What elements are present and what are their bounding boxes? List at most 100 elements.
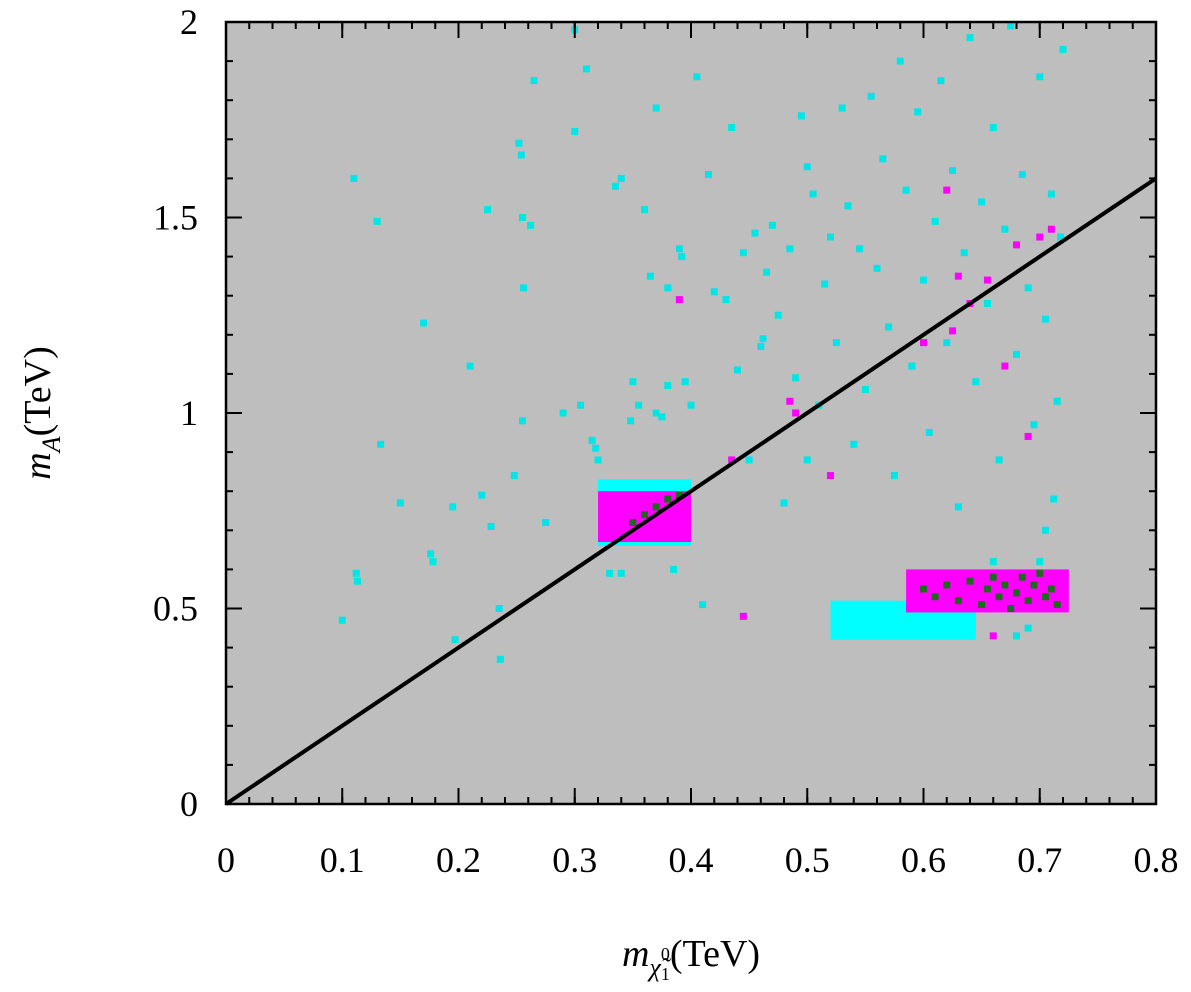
point-cyan-points-109 [1007,22,1015,30]
point-cyan-points-42 [641,206,648,214]
point-cyan-points-123 [1013,632,1020,640]
point-cyan-points-110 [1013,350,1020,358]
point-magenta-points-11 [983,276,991,284]
point-dark-green-points-19 [1030,581,1038,589]
point-cyan-points-48 [664,284,672,292]
point-magenta-points-0 [675,296,683,304]
point-cyan-points-98 [943,339,951,347]
point-cyan-points-77 [821,280,829,288]
x-tick-label-1: 0.1 [320,840,365,880]
point-magenta-points-12 [989,632,997,640]
point-cyan-points-51 [678,253,686,261]
point-cyan-points-0 [338,616,346,624]
point-cyan-points-26 [542,518,550,526]
point-cyan-points-62 [745,456,753,464]
point-cyan-points-9 [429,558,437,566]
point-cyan-points-118 [1059,45,1067,53]
point-dark-green-points-7 [943,581,951,589]
x-tick-label-5: 0.5 [785,840,830,880]
y-tick-label-1: 0.5 [153,589,198,629]
x-tick-label-0: 0 [217,840,235,880]
reference-line [224,176,1158,806]
point-cyan-points-74 [803,456,811,464]
point-cyan-points-8 [427,550,435,558]
point-cyan-points-116 [1047,190,1055,198]
point-cyan-points-72 [797,112,805,120]
point-cyan-points-115 [1042,315,1050,323]
point-cyan-points-86 [873,264,881,272]
point-cyan-points-82 [850,440,858,448]
point-cyan-points-33 [592,444,600,452]
point-magenta-points-13 [1001,362,1009,370]
point-cyan-points-28 [571,127,579,135]
point-cyan-points-94 [920,276,927,284]
point-cyan-points-23 [527,221,535,229]
point-cyan-points-91 [902,186,910,194]
point-cyan-points-52 [681,378,689,386]
point-dark-green-points-13 [995,593,1003,601]
point-cyan-points-19 [515,139,523,147]
point-cyan-points-121 [1050,495,1058,503]
point-cyan-points-93 [914,108,922,116]
point-dark-green-points-23 [1053,601,1061,609]
point-cyan-points-84 [861,386,869,394]
point-cyan-points-120 [1042,526,1050,534]
point-cyan-points-47 [664,382,672,390]
point-cyan-points-44 [652,104,660,112]
y-tick-label-3: 1.5 [153,198,198,238]
plot-frame [224,20,1158,806]
point-cyan-points-39 [627,417,635,425]
point-dark-green-points-1 [641,511,648,519]
point-dark-green-points-22 [1047,585,1055,593]
point-dark-green-points-2 [652,503,660,511]
point-dark-green-points-0 [629,518,637,526]
point-magenta-points-2 [739,612,747,620]
point-cyan-points-1 [350,174,358,182]
point-cyan-points-104 [978,198,986,206]
point-magenta-points-17 [1047,225,1055,233]
point-magenta-points-16 [1036,233,1044,241]
point-cyan-points-101 [960,249,968,257]
point-cyan-points-17 [496,655,504,663]
point-cyan-points-11 [451,636,459,644]
point-cyan-points-100 [954,503,962,511]
point-cyan-points-21 [518,214,526,221]
point-cyan-points-58 [722,296,730,304]
point-dark-green-points-11 [983,585,991,593]
y-axis-label: mA(TeV) [17,346,66,480]
point-cyan-points-53 [687,401,695,409]
point-dark-green-points-3 [664,495,672,503]
point-cyan-points-5 [377,440,385,448]
point-magenta-points-7 [943,186,951,194]
point-cyan-points-32 [588,436,596,444]
y-tick-label-4: 2 [180,2,198,42]
point-cyan-points-97 [937,77,945,85]
y-tick-label-0: 0 [180,784,198,824]
point-dark-green-points-21 [1042,593,1050,601]
point-cyan-points-102 [966,34,974,42]
point-cyan-points-95 [925,429,933,437]
point-cyan-points-25 [518,417,526,425]
point-dark-green-points-5 [920,585,927,593]
x-label-unit: (TeV) [670,933,760,975]
point-cyan-points-22 [520,284,528,292]
y-label-subscript: A [37,436,66,454]
point-cyan-points-66 [763,268,771,276]
point-cyan-points-24 [530,77,538,85]
point-cyan-points-46 [658,413,666,421]
point-cyan-points-37 [617,174,625,182]
point-cyan-points-4 [373,217,381,225]
point-cyan-points-60 [734,366,741,374]
point-magenta-points-5 [827,472,834,480]
point-cyan-points-67 [768,221,776,229]
point-cyan-points-20 [517,151,525,159]
point-cyan-points-34 [594,456,602,464]
point-dark-green-points-17 [1018,573,1026,581]
point-magenta-points-4 [792,409,800,417]
point-dark-green-points-10 [978,601,986,609]
point-cyan-points-40 [629,378,637,386]
x-label-symbol: m [622,933,649,975]
point-cyan-points-107 [995,456,1003,464]
point-cyan-points-106 [989,124,997,132]
